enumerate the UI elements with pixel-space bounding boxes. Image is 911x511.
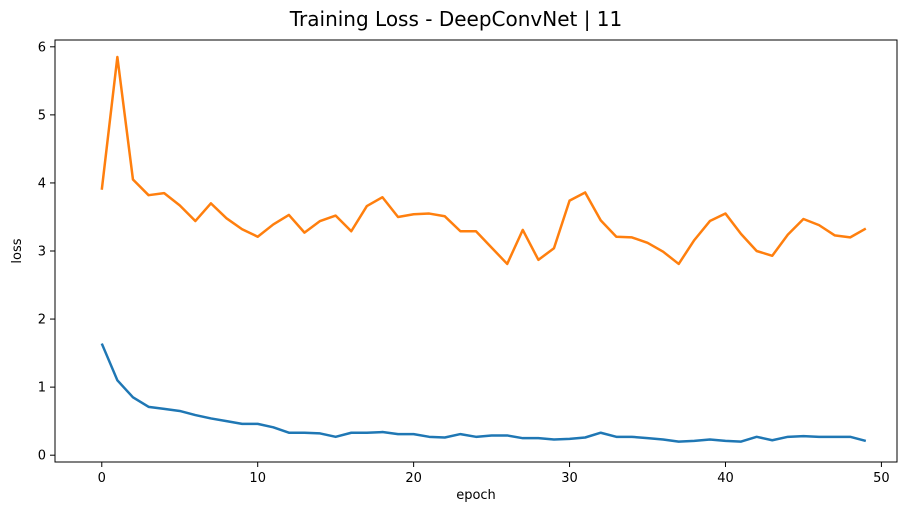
y-tick-label: 4 bbox=[38, 176, 46, 191]
y-tick-label: 2 bbox=[38, 313, 46, 328]
x-tick-label: 40 bbox=[717, 471, 734, 486]
chart-title: Training Loss - DeepConvNet | 11 bbox=[289, 7, 623, 31]
series-line-1 bbox=[100, 55, 867, 266]
plot-frame bbox=[54, 39, 898, 463]
x-tick-label: 50 bbox=[873, 471, 890, 486]
x-tick-label: 0 bbox=[98, 471, 106, 486]
x-tick-label: 30 bbox=[561, 471, 578, 486]
y-tick-label: 3 bbox=[38, 245, 46, 260]
y-axis-label: loss bbox=[10, 238, 25, 263]
series-line-0 bbox=[100, 343, 867, 443]
x-axis-label: epoch bbox=[456, 488, 496, 503]
y-tick-label: 0 bbox=[38, 449, 46, 464]
plot-area bbox=[55, 40, 897, 462]
y-tick-label: 5 bbox=[38, 108, 46, 123]
y-tick-label: 1 bbox=[38, 381, 46, 396]
y-tick-label: 6 bbox=[38, 40, 46, 55]
series-layer bbox=[100, 55, 867, 443]
ticks-layer: 0 10 20 30 40 50 0 1 2 3 4 5 6 bbox=[38, 40, 890, 486]
x-tick-label: 10 bbox=[249, 471, 266, 486]
x-tick-label: 20 bbox=[405, 471, 422, 486]
